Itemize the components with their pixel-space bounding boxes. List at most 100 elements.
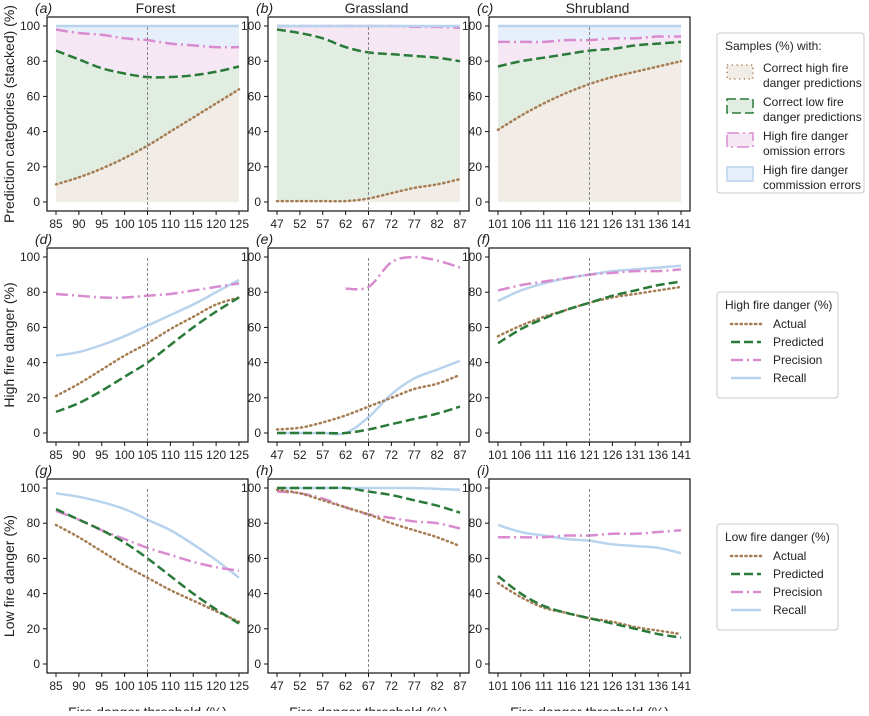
y-axis-label: Prediction categories (stacked) (%): [1, 5, 17, 223]
x-tick-label: 52: [293, 217, 307, 231]
legend-swatch-recall: [726, 166, 754, 182]
x-tick-label: 67: [362, 448, 376, 462]
x-tick-label: 121: [579, 679, 599, 693]
legend-title: Samples (%) with:: [725, 39, 822, 53]
x-tick-label: 126: [602, 679, 622, 693]
x-tick-label: 95: [95, 448, 109, 462]
series-line-actual: [275, 488, 462, 548]
x-tick-label: 106: [511, 217, 531, 231]
legend-label: Recall: [773, 603, 806, 617]
legend-1: Samples (%) with:Correct high firedanger…: [716, 32, 865, 194]
x-tick-label: 95: [95, 217, 109, 231]
y-tick-label: 60: [248, 320, 262, 334]
x-tick-label: 72: [385, 448, 399, 462]
y-tick-label: 80: [27, 285, 41, 299]
x-tick-label: 106: [511, 679, 531, 693]
series-line-predicted: [497, 280, 682, 345]
x-tick-label: 136: [648, 679, 668, 693]
x-tick-label: 121: [579, 448, 599, 462]
x-tick-label: 120: [206, 679, 226, 693]
legend-label: danger predictions: [763, 76, 862, 90]
x-tick-label: 95: [95, 679, 109, 693]
y-tick-label: 40: [27, 125, 41, 139]
series-line-actual: [275, 373, 462, 431]
series-line-actual: [496, 285, 683, 338]
y-tick-label: 0: [33, 426, 40, 440]
x-axis-label: Fire danger threshold (%): [68, 704, 227, 711]
x-tick-label: 116: [557, 448, 576, 462]
x-tick-label: 85: [49, 448, 63, 462]
x-tick-label: 105: [137, 448, 157, 462]
legend-2: High fire danger (%) Actual Predicted Preci…: [716, 291, 839, 399]
y-tick-label: 60: [469, 89, 483, 103]
y-tick-label: 40: [469, 587, 483, 601]
x-tick-label: 120: [206, 448, 226, 462]
y-tick-label: 80: [469, 54, 483, 68]
series-line-actual: [54, 88, 241, 186]
area-band-actual: [277, 179, 460, 202]
x-tick-label: 131: [625, 217, 645, 231]
legend-frame: [716, 291, 839, 399]
x-tick-label: 141: [671, 217, 691, 231]
y-tick-label: 100: [20, 19, 40, 33]
x-tick-label: 62: [339, 217, 353, 231]
x-tick-label: 126: [602, 448, 622, 462]
x-tick-label: 90: [72, 448, 86, 462]
legend-label: High fire danger: [763, 163, 848, 177]
legend-3: Low fire danger (%) Actual Predicted Precis…: [716, 523, 839, 631]
y-axis-label: High fire danger (%): [1, 282, 17, 407]
panel-i: 101 106 111 116 121 126 131 136 141 0 20 40 60 80 100 (…: [462, 462, 691, 716]
x-tick-label: 136: [648, 217, 668, 231]
panel-c: 101 106 111 116 121 126 131 136 141 0 20 40 60 80 100 (…: [462, 0, 691, 231]
x-tick-label: 57: [316, 679, 330, 693]
x-tick-label: 90: [72, 217, 86, 231]
x-tick-label: 111: [535, 448, 554, 462]
x-tick-label: 141: [671, 679, 691, 693]
y-tick-label: 40: [248, 356, 262, 370]
legend-label: Predicted: [773, 335, 824, 349]
x-tick-label: 111: [535, 217, 554, 231]
panel-g: 859095100105110115120125020406080100(g)F…: [20, 462, 249, 716]
y-tick-label: 20: [469, 160, 483, 174]
x-tick-label: 125: [229, 679, 249, 693]
area-band-predicted: [498, 41, 681, 130]
x-tick-label: 57: [316, 448, 330, 462]
y-tick-label: 40: [248, 125, 262, 139]
x-tick-label: 116: [557, 679, 576, 693]
plot-area: [54, 24, 241, 202]
x-tick-label: 110: [161, 217, 180, 231]
y-tick-label: 80: [27, 54, 41, 68]
x-tick-label: 105: [137, 679, 157, 693]
x-tick-label: 105: [137, 217, 157, 231]
legend-swatch-actual: [726, 64, 754, 80]
y-tick-label: 40: [27, 356, 41, 370]
y-tick-label: 100: [462, 250, 482, 264]
y-tick-label: 80: [248, 54, 262, 68]
x-tick-label: 67: [362, 679, 376, 693]
y-tick-label: 40: [469, 356, 483, 370]
y-tick-label: 100: [241, 19, 261, 33]
x-tick-label: 85: [49, 217, 63, 231]
x-tick-label: 87: [453, 217, 467, 231]
series-line-precision: [497, 35, 682, 44]
x-tick-label: 115: [184, 217, 203, 231]
y-tick-label: 80: [469, 285, 483, 299]
y-tick-label: 0: [254, 195, 261, 209]
panel-letter: (d): [35, 231, 52, 247]
y-tick-label: 0: [475, 657, 482, 671]
series-line-precision: [55, 28, 240, 49]
x-tick-label: 115: [184, 448, 203, 462]
y-tick-label: 20: [27, 622, 41, 636]
x-tick-label: 125: [229, 448, 249, 462]
x-tick-label: 131: [625, 448, 645, 462]
x-tick-label: 131: [625, 679, 645, 693]
panel-h: 47 52 57 62 67 72 77 82 87 0 20 40 60 80 100 (h) Fire da…: [241, 462, 470, 716]
y-tick-label: 100: [462, 481, 482, 495]
legend-label: danger predictions: [763, 110, 862, 124]
y-axis-label: Low fire danger (%): [1, 515, 17, 637]
panel-letter: (b): [256, 0, 273, 16]
x-tick-label: 90: [72, 679, 86, 693]
plot-area: [54, 492, 241, 625]
series-line-predicted: [55, 507, 240, 625]
